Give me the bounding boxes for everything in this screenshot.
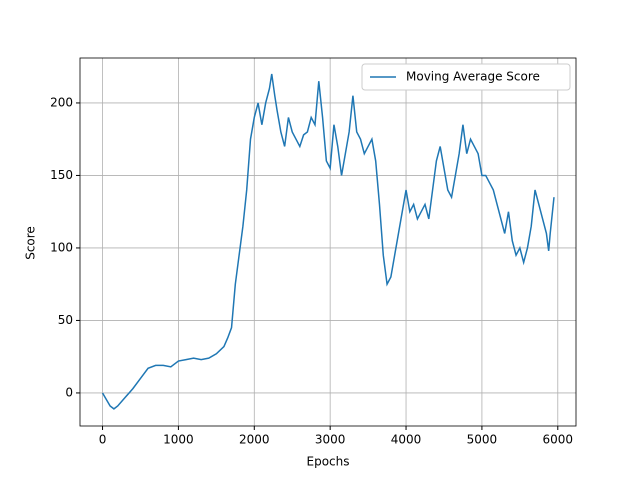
legend-label: Moving Average Score (406, 70, 540, 84)
x-axis-label: Epochs (307, 455, 350, 469)
x-tick-label: 0 (99, 433, 107, 447)
y-axis-label: Score (24, 226, 38, 260)
data-line (101, 73, 555, 410)
x-tick-label: 3000 (315, 433, 346, 447)
x-tick-label: 5000 (467, 433, 498, 447)
x-tick-label: 2000 (239, 433, 270, 447)
x-tick-label: 4000 (391, 433, 422, 447)
y-tick-label: 100 (50, 240, 73, 254)
x-tick-label: 1000 (163, 433, 194, 447)
y-tick-label: 0 (65, 385, 73, 399)
y-tick-label: 200 (50, 95, 73, 109)
x-tick-label: 6000 (543, 433, 574, 447)
y-tick-label: 150 (50, 168, 73, 182)
y-tick-label: 50 (58, 313, 73, 327)
plot-frame (79, 57, 577, 427)
legend-box (361, 63, 571, 91)
